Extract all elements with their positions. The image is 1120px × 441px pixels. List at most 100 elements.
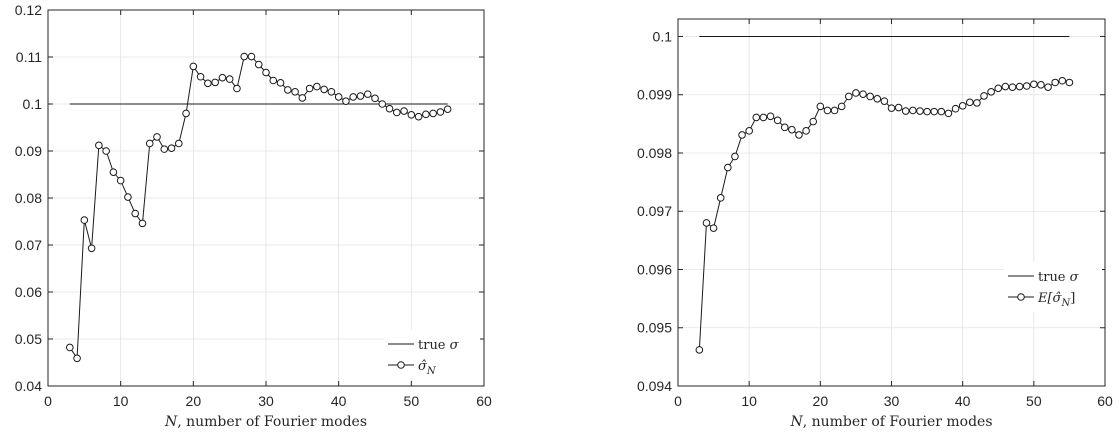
legend-label-1: true σ [418,338,460,353]
y-tick-label-3: 0.07 [15,237,42,253]
x-axis-label-text: , number of Fourier modes [803,414,993,430]
data-point-17 [182,109,190,118]
legend-label-variable: σ̂ [418,359,428,374]
legend-label-2: σ̂N [418,359,437,377]
data-point-47 [400,107,408,115]
data-point-36 [320,85,328,94]
y-tick-label-5: 0.099 [637,87,672,103]
y-tick-label-4: 0.08 [15,190,42,206]
data-point-38 [334,93,343,101]
data-point-10 [759,113,768,122]
data-point-2 [702,219,711,227]
data-point-29 [894,103,903,112]
data-point-36 [944,109,953,118]
data-point-45 [385,104,394,113]
y-tick-label-7: 0.11 [16,49,42,65]
data-point-24 [859,90,867,98]
data-point-27 [880,97,889,105]
legend-label-1: true σ [1038,270,1080,285]
data-point-3 [80,216,89,224]
x-tick-label-3: 30 [258,393,274,409]
y-tick-label-1: 0.05 [15,331,42,347]
data-point-52 [436,108,445,116]
data-point-34 [305,84,314,93]
data-point-6 [102,147,110,155]
legend-label-variable: σ [450,338,460,353]
data-point-8 [116,176,125,185]
data-point-41 [980,92,988,100]
data-point-48 [1030,80,1038,89]
legend-label-text: true [1038,270,1070,285]
data-point-23 [225,75,234,83]
legend: true σ E[σ̂N] [1004,262,1102,312]
data-point-29 [269,76,278,85]
data-point-14 [788,125,796,134]
x-tick-label-1: 10 [113,393,129,409]
data-point-9 [752,113,761,122]
data-point-42 [987,88,995,96]
data-point-53 [1065,78,1074,87]
series-2 [695,76,1074,354]
y-tick-label-1: 0.095 [637,320,672,336]
data-point-24 [233,84,241,93]
data-point-7 [109,168,118,176]
data-point-20 [204,79,212,88]
data-point-43 [994,84,1003,93]
data-point-44 [1001,82,1010,91]
data-point-32 [916,107,924,115]
data-point-42 [363,90,372,98]
data-point-17 [809,117,818,126]
data-point-15 [167,144,176,152]
data-point-51 [429,109,437,118]
y-tick-label-4: 0.098 [637,145,672,161]
x-tick-label-1: 10 [741,393,757,409]
data-point-28 [262,68,270,77]
data-point-18 [189,62,198,71]
data-point-33 [923,107,931,116]
y-tick-label-2: 0.096 [637,261,672,277]
legend-label-2: E[σ̂N] [1037,291,1075,309]
data-point-47 [1022,82,1031,90]
legend: true σ σ̂N [384,330,480,380]
data-point-1 [695,346,704,354]
data-point-13 [780,123,789,132]
data-point-11 [766,112,775,121]
y-tick-label-8: 0.12 [15,2,42,18]
data-point-1 [66,343,74,352]
data-point-26 [873,95,882,103]
data-point-2 [73,354,81,363]
x-tick-label-0: 0 [44,393,52,409]
data-point-22 [845,92,853,101]
data-point-46 [1015,82,1024,91]
legend-marker-2 [397,361,405,369]
data-point-46 [393,108,401,117]
legend-label-variable: σ [1070,270,1080,285]
data-point-32 [291,87,299,96]
data-point-37 [327,87,336,96]
data-point-28 [887,104,896,112]
data-point-38 [958,101,967,110]
data-point-25 [240,52,248,61]
data-point-21 [211,78,219,87]
legend-box [1004,262,1102,312]
y-tick-label-0: 0.04 [15,378,42,394]
data-point-16 [175,139,183,148]
data-point-41 [356,92,365,100]
data-point-25 [866,92,874,101]
data-point-8 [745,127,753,135]
data-point-15 [795,131,803,139]
x-tick-label-2: 20 [186,393,202,409]
data-point-51 [1051,78,1059,87]
data-point-30 [276,79,285,87]
y-tick-label-6: 0.1 [23,96,43,112]
data-point-52 [1058,76,1067,85]
x-tick-label-3: 30 [884,393,900,409]
data-point-35 [937,107,946,116]
y-tick-label-5: 0.09 [15,143,42,159]
y-tick-label-3: 0.097 [637,203,672,219]
data-point-34 [930,107,939,116]
data-point-14 [160,145,169,153]
data-point-18 [816,102,825,111]
data-point-5 [95,141,103,150]
x-tick-label-6: 60 [476,393,492,409]
